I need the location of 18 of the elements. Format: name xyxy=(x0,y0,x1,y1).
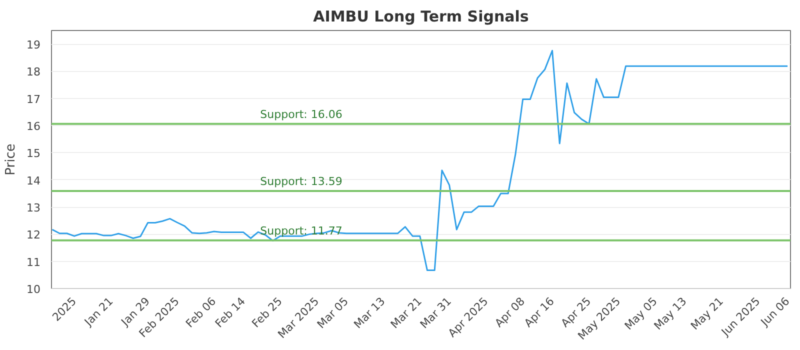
y-tick-label: 11 xyxy=(26,256,41,269)
y-tick-label: 14 xyxy=(26,174,41,188)
y-tick-label: 13 xyxy=(26,202,41,215)
ref-line-label: Support: 13.59 xyxy=(260,175,342,188)
y-tick-label: 19 xyxy=(26,38,41,52)
y-tick-label: 16 xyxy=(26,120,41,134)
y-tick-label: 17 xyxy=(26,92,41,106)
y-tick-label: 18 xyxy=(26,66,41,79)
y-tick-label: 12 xyxy=(26,228,41,242)
x-tick-label: Jan 21 xyxy=(81,294,116,330)
line-series xyxy=(52,50,788,272)
chart-title: AIMBU Long Term Signals xyxy=(313,8,529,26)
y-axis-title: Price xyxy=(4,144,19,176)
y-tick-label: 10 xyxy=(26,283,41,296)
x-tick-label: Mar 13 xyxy=(351,294,388,332)
ref-line-label: Support: 16.06 xyxy=(260,108,342,121)
x-tick-label: Jun 06 xyxy=(758,294,792,330)
y-tick-label: 15 xyxy=(26,147,41,160)
